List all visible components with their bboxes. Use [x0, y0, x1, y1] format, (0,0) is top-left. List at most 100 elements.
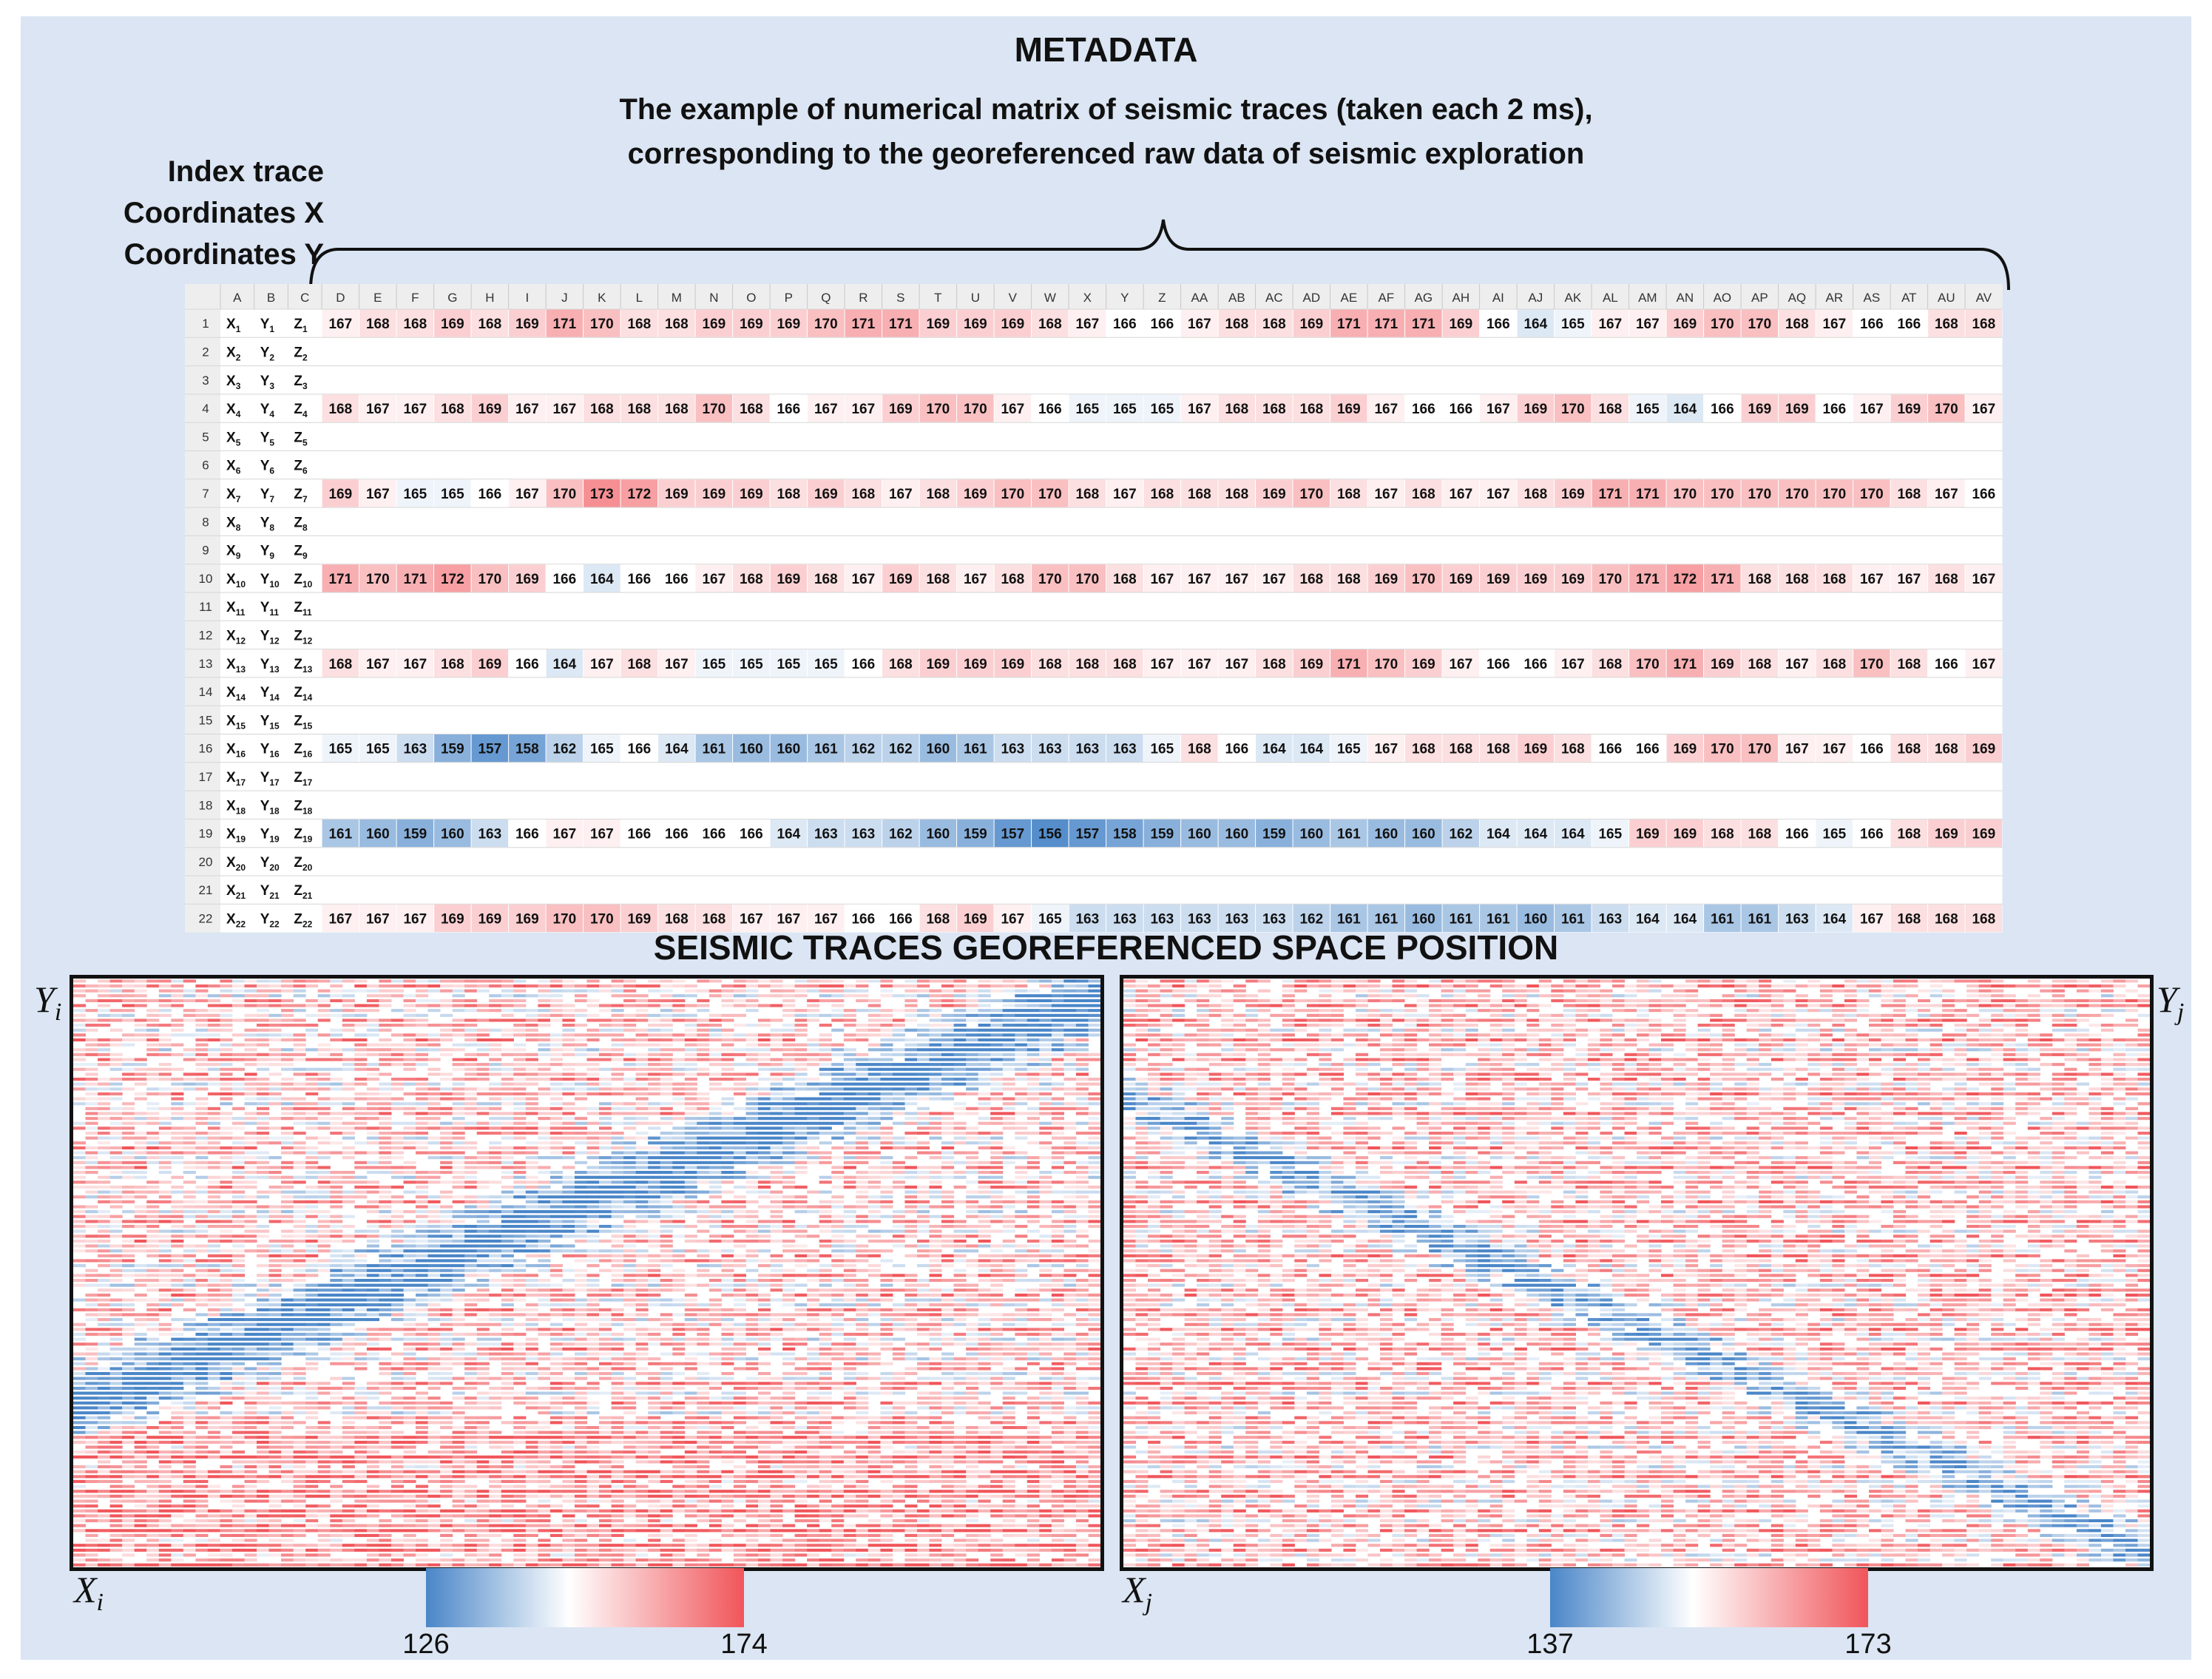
- matrix-cell: [1890, 734, 1928, 763]
- trace-segment: [342, 1038, 355, 1041]
- trace-segment: [416, 1141, 429, 1145]
- trace-segment: [158, 1244, 172, 1248]
- trace-segment: [623, 1239, 637, 1243]
- matrix-value: 165: [1822, 827, 1846, 842]
- matrix-value: 170: [1748, 742, 1771, 757]
- matrix-cell: [1405, 904, 1442, 933]
- trace-segment: [416, 1225, 429, 1229]
- trace-segment: [978, 1205, 991, 1209]
- trace-segment: [330, 1141, 343, 1145]
- trace-segment: [684, 1067, 697, 1071]
- trace-segment: [476, 1028, 490, 1032]
- trace-segment: [917, 1112, 930, 1115]
- trace-segment: [146, 1078, 160, 1081]
- matrix-value: 166: [627, 827, 651, 842]
- trace-segment: [794, 1063, 808, 1067]
- trace-segment: [195, 1141, 209, 1145]
- trace-segment: [464, 1107, 478, 1110]
- trace-segment: [452, 1225, 465, 1229]
- trace-segment: [819, 1117, 832, 1121]
- trace-segment: [708, 1141, 722, 1145]
- trace-segment: [98, 1082, 111, 1086]
- trace-segment: [549, 1234, 563, 1238]
- trace-segment: [1088, 1225, 1100, 1229]
- trace-segment: [599, 1215, 612, 1218]
- trace-segment: [122, 979, 135, 983]
- trace-segment: [293, 1205, 306, 1209]
- trace-segment: [489, 1132, 502, 1135]
- trace-segment: [843, 1067, 856, 1071]
- trace-segment: [134, 1024, 147, 1027]
- trace-segment: [819, 1156, 832, 1160]
- trace-segment: [416, 989, 429, 993]
- trace-segment: [146, 1092, 160, 1095]
- trace-segment: [134, 1146, 147, 1149]
- trace-segment: [660, 989, 673, 993]
- seismic-matrix-table: A B C D E F G H I J K L M N O P Q R S T U V W X Y Z AA AB AC AD AE AF AG…: [185, 284, 2003, 933]
- trace-segment: [390, 984, 404, 988]
- trace-segment: [317, 1225, 331, 1229]
- trace-segment: [807, 1078, 820, 1081]
- matrix-cell: [1555, 564, 1592, 592]
- matrix-cell: [584, 734, 620, 763]
- trace-segment: [953, 979, 967, 983]
- matrix-value: 163: [478, 827, 501, 842]
- column-header: D: [336, 291, 345, 305]
- trace-segment: [611, 1171, 624, 1175]
- trace-segment: [427, 1009, 441, 1013]
- trace-segment: [379, 1225, 392, 1229]
- trace-segment: [880, 1033, 893, 1037]
- trace-segment: [134, 1171, 147, 1175]
- trace-segment: [293, 994, 306, 998]
- trace-segment: [648, 1053, 661, 1056]
- trace-segment: [843, 1264, 856, 1268]
- trace-segment: [257, 1126, 270, 1130]
- trace-segment: [831, 1239, 845, 1243]
- trace-segment: [1015, 1249, 1028, 1253]
- trace-segment: [232, 1067, 246, 1071]
- trace-segment: [1063, 1244, 1077, 1248]
- trace-segment: [146, 1112, 160, 1115]
- matrix-value: 168: [478, 317, 501, 332]
- trace-segment: [440, 1229, 453, 1233]
- trace-segment: [427, 1200, 441, 1203]
- trace-segment: [354, 1254, 368, 1257]
- matrix-value: 169: [1001, 657, 1024, 672]
- trace-segment: [990, 1053, 1004, 1056]
- trace-segment: [220, 1048, 233, 1052]
- trace-segment: [268, 1264, 282, 1268]
- trace-segment: [1088, 1092, 1100, 1095]
- trace-segment: [733, 1033, 746, 1037]
- trace-segment: [831, 984, 845, 988]
- trace-segment: [770, 1038, 783, 1041]
- trace-segment: [880, 1097, 893, 1101]
- trace-segment: [513, 1190, 527, 1194]
- trace-segment: [207, 1244, 220, 1248]
- trace-segment: [1063, 1185, 1077, 1189]
- column-header: E: [373, 291, 382, 305]
- trace-segment: [158, 1053, 172, 1056]
- trace-segment: [366, 1220, 379, 1223]
- trace-segment: [207, 1092, 220, 1095]
- trace-segment: [232, 1200, 246, 1203]
- matrix-value: 163: [1038, 742, 1062, 757]
- trace-segment: [403, 1268, 416, 1272]
- trace-segment: [440, 1156, 453, 1160]
- matrix-cell: [695, 649, 733, 678]
- trace-segment: [109, 1092, 123, 1095]
- trace-segment: [452, 1175, 465, 1179]
- matrix-cell: [1592, 734, 1629, 763]
- trace-segment: [220, 1234, 233, 1238]
- trace-segment: [684, 1018, 697, 1022]
- trace-segment: [1088, 1117, 1100, 1121]
- trace-segment: [317, 994, 331, 998]
- index-trace-label: Index trace: [167, 155, 324, 188]
- trace-segment: [623, 1102, 637, 1106]
- trace-segment: [672, 994, 686, 998]
- trace-segment: [794, 994, 808, 998]
- trace-segment: [476, 1234, 490, 1238]
- trace-segment: [917, 1038, 930, 1041]
- trace-segment: [904, 1171, 918, 1175]
- trace-segment: [843, 1048, 856, 1052]
- trace-segment: [892, 1033, 905, 1037]
